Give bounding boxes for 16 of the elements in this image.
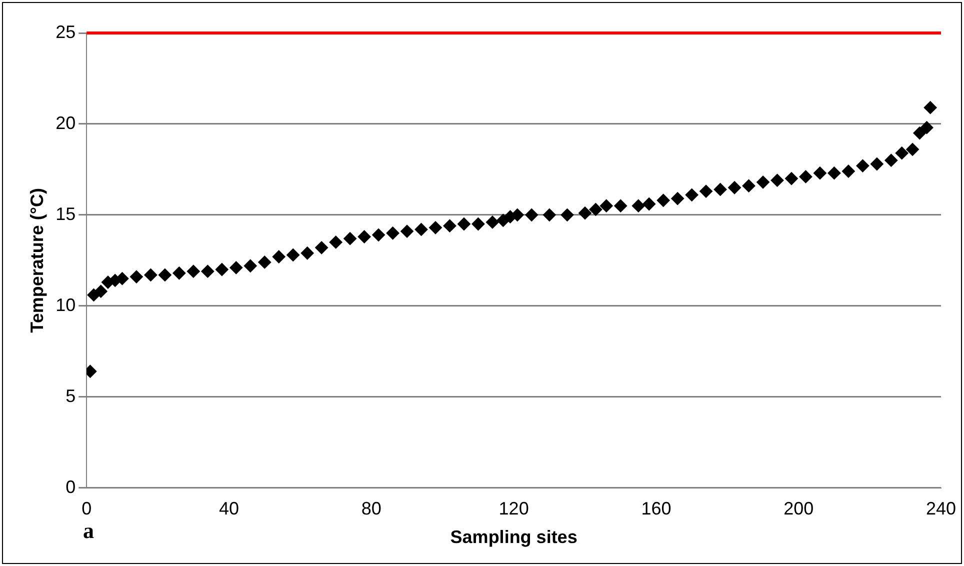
y-tick-label: 5 [66,386,76,406]
x-tick-label: 200 [784,498,814,519]
x-tick-label: 160 [641,498,672,519]
y-tick-label: 25 [56,22,76,42]
y-axis-title: Temperature (°C) [26,188,47,333]
y-tick-label: 20 [56,112,76,133]
y-tick-label: 15 [56,204,76,224]
x-tick-label: 0 [82,498,92,519]
text: a [83,518,94,544]
x-tick-label: 80 [361,498,382,519]
y-tick-label: 10 [56,294,76,315]
x-axis-title: Sampling sites [450,527,578,548]
x-tick-label: 240 [926,498,956,519]
y-tick-label: 0 [66,476,76,497]
x-tick-label: 40 [219,498,240,519]
x-tick-label: 120 [498,498,529,519]
